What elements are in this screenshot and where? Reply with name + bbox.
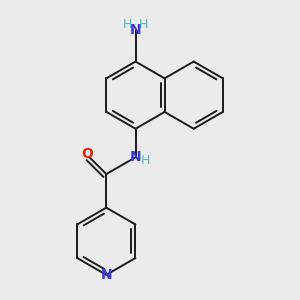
Text: N: N xyxy=(130,22,141,37)
Text: N: N xyxy=(100,268,112,282)
Text: H: H xyxy=(141,154,150,167)
Text: H: H xyxy=(123,18,132,31)
Text: N: N xyxy=(130,150,141,164)
Text: H: H xyxy=(139,18,148,31)
Text: O: O xyxy=(81,147,93,161)
